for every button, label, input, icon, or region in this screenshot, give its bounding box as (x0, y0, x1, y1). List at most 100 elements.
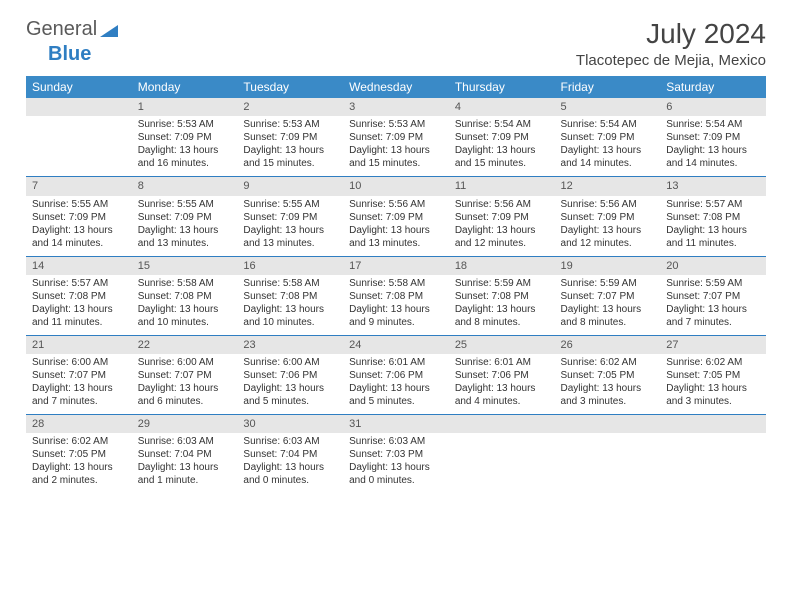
sunrise-text: Sunrise: 5:56 AM (455, 198, 549, 211)
daylight-text-1: Daylight: 13 hours (32, 461, 126, 474)
daylight-text-1: Daylight: 13 hours (138, 461, 232, 474)
day-number: 5 (555, 98, 661, 116)
daylight-text-2: and 3 minutes. (561, 395, 655, 408)
sunset-text: Sunset: 7:06 PM (455, 369, 549, 382)
sunset-text: Sunset: 7:07 PM (561, 290, 655, 303)
day-number: 12 (555, 177, 661, 195)
daylight-text-1: Daylight: 13 hours (349, 303, 443, 316)
day-number: 31 (343, 415, 449, 433)
sunrise-text: Sunrise: 5:59 AM (561, 277, 655, 290)
day-details: Sunrise: 6:00 AMSunset: 7:07 PMDaylight:… (132, 354, 238, 414)
logo-word1: General (26, 18, 97, 41)
calendar-cell: 13Sunrise: 5:57 AMSunset: 7:08 PMDayligh… (660, 177, 766, 256)
day-number: 13 (660, 177, 766, 195)
sunset-text: Sunset: 7:09 PM (455, 211, 549, 224)
calendar-week-row: 28Sunrise: 6:02 AMSunset: 7:05 PMDayligh… (26, 415, 766, 494)
day-details: Sunrise: 6:00 AMSunset: 7:06 PMDaylight:… (237, 354, 343, 414)
weekday-header: Wednesday (343, 76, 449, 98)
day-details: Sunrise: 6:03 AMSunset: 7:04 PMDaylight:… (237, 433, 343, 493)
day-details: Sunrise: 5:54 AMSunset: 7:09 PMDaylight:… (555, 116, 661, 176)
daylight-text-1: Daylight: 13 hours (349, 461, 443, 474)
daylight-text-2: and 11 minutes. (32, 316, 126, 329)
daylight-text-1: Daylight: 13 hours (455, 382, 549, 395)
day-details: Sunrise: 5:54 AMSunset: 7:09 PMDaylight:… (660, 116, 766, 176)
sunset-text: Sunset: 7:09 PM (561, 131, 655, 144)
sunrise-text: Sunrise: 5:59 AM (666, 277, 760, 290)
weekday-header: Monday (132, 76, 238, 98)
sunrise-text: Sunrise: 6:03 AM (349, 435, 443, 448)
calendar-cell: 18Sunrise: 5:59 AMSunset: 7:08 PMDayligh… (449, 256, 555, 335)
weekday-header: Friday (555, 76, 661, 98)
daylight-text-2: and 4 minutes. (455, 395, 549, 408)
daylight-text-2: and 15 minutes. (455, 157, 549, 170)
daylight-text-1: Daylight: 13 hours (561, 382, 655, 395)
day-number (449, 415, 555, 433)
daylight-text-1: Daylight: 13 hours (32, 303, 126, 316)
day-number: 15 (132, 257, 238, 275)
sunrise-text: Sunrise: 5:58 AM (349, 277, 443, 290)
calendar-cell: 8Sunrise: 5:55 AMSunset: 7:09 PMDaylight… (132, 177, 238, 256)
daylight-text-1: Daylight: 13 hours (455, 224, 549, 237)
day-details: Sunrise: 5:59 AMSunset: 7:07 PMDaylight:… (660, 275, 766, 335)
day-number: 7 (26, 177, 132, 195)
day-details (449, 433, 555, 491)
sunset-text: Sunset: 7:09 PM (349, 131, 443, 144)
calendar-cell: 14Sunrise: 5:57 AMSunset: 7:08 PMDayligh… (26, 256, 132, 335)
calendar-cell: 19Sunrise: 5:59 AMSunset: 7:07 PMDayligh… (555, 256, 661, 335)
daylight-text-2: and 15 minutes. (349, 157, 443, 170)
daylight-text-1: Daylight: 13 hours (666, 303, 760, 316)
sunrise-text: Sunrise: 5:54 AM (455, 118, 549, 131)
logo: General (26, 18, 118, 41)
sunset-text: Sunset: 7:08 PM (32, 290, 126, 303)
day-details: Sunrise: 5:53 AMSunset: 7:09 PMDaylight:… (132, 116, 238, 176)
day-details: Sunrise: 6:02 AMSunset: 7:05 PMDaylight:… (26, 433, 132, 493)
calendar-cell: 31 Sunrise: 6:03 AMSunset: 7:03 PMDayligh… (343, 415, 449, 494)
sunset-text: Sunset: 7:04 PM (138, 448, 232, 461)
calendar-cell: 27Sunrise: 6:02 AMSunset: 7:05 PMDayligh… (660, 335, 766, 414)
day-number: 30 (237, 415, 343, 433)
calendar-cell: 22Sunrise: 6:00 AMSunset: 7:07 PMDayligh… (132, 335, 238, 414)
day-number: 21 (26, 336, 132, 354)
day-details: Sunrise: 5:59 AMSunset: 7:08 PMDaylight:… (449, 275, 555, 335)
daylight-text-2: and 0 minutes. (243, 474, 337, 487)
daylight-text-1: Daylight: 13 hours (138, 144, 232, 157)
daylight-text-2: and 7 minutes. (32, 395, 126, 408)
day-details: Sunrise: 5:57 AMSunset: 7:08 PMDaylight:… (26, 275, 132, 335)
sunrise-text: Sunrise: 5:57 AM (666, 198, 760, 211)
sunset-text: Sunset: 7:09 PM (138, 211, 232, 224)
daylight-text-1: Daylight: 13 hours (32, 382, 126, 395)
daylight-text-1: Daylight: 13 hours (243, 461, 337, 474)
daylight-text-2: and 13 minutes. (138, 237, 232, 250)
sunset-text: Sunset: 7:06 PM (243, 369, 337, 382)
sunset-text: Sunset: 7:04 PM (243, 448, 337, 461)
sunrise-text: Sunrise: 5:55 AM (138, 198, 232, 211)
sunrise-text: Sunrise: 6:01 AM (455, 356, 549, 369)
sunset-text: Sunset: 7:03 PM (349, 448, 443, 461)
daylight-text-1: Daylight: 13 hours (349, 144, 443, 157)
daylight-text-2: and 11 minutes. (666, 237, 760, 250)
day-number: 22 (132, 336, 238, 354)
sunset-text: Sunset: 7:08 PM (455, 290, 549, 303)
daylight-text-1: Daylight: 13 hours (455, 144, 549, 157)
calendar-cell: 4Sunrise: 5:54 AMSunset: 7:09 PMDaylight… (449, 98, 555, 177)
calendar-table: Sunday Monday Tuesday Wednesday Thursday… (26, 76, 766, 493)
daylight-text-2: and 0 minutes. (349, 474, 443, 487)
daylight-text-2: and 12 minutes. (455, 237, 549, 250)
calendar-week-row: 7Sunrise: 5:55 AMSunset: 7:09 PMDaylight… (26, 177, 766, 256)
day-details: Sunrise: 6:01 AMSunset: 7:06 PMDaylight:… (449, 354, 555, 414)
sunset-text: Sunset: 7:07 PM (138, 369, 232, 382)
calendar-cell: 30Sunrise: 6:03 AMSunset: 7:04 PMDayligh… (237, 415, 343, 494)
daylight-text-2: and 5 minutes. (243, 395, 337, 408)
daylight-text-2: and 13 minutes. (243, 237, 337, 250)
day-number: 19 (555, 257, 661, 275)
calendar-cell: 16Sunrise: 5:58 AMSunset: 7:08 PMDayligh… (237, 256, 343, 335)
sunrise-text: Sunrise: 5:55 AM (243, 198, 337, 211)
sunrise-text: Sunrise: 5:53 AM (349, 118, 443, 131)
day-number: 8 (132, 177, 238, 195)
calendar-cell: 5Sunrise: 5:54 AMSunset: 7:09 PMDaylight… (555, 98, 661, 177)
sunset-text: Sunset: 7:08 PM (138, 290, 232, 303)
sunrise-text: Sunrise: 6:00 AM (138, 356, 232, 369)
day-details: Sunrise: 5:53 AMSunset: 7:09 PMDaylight:… (343, 116, 449, 176)
calendar-week-row: 14Sunrise: 5:57 AMSunset: 7:08 PMDayligh… (26, 256, 766, 335)
calendar-cell: 10Sunrise: 5:56 AMSunset: 7:09 PMDayligh… (343, 177, 449, 256)
